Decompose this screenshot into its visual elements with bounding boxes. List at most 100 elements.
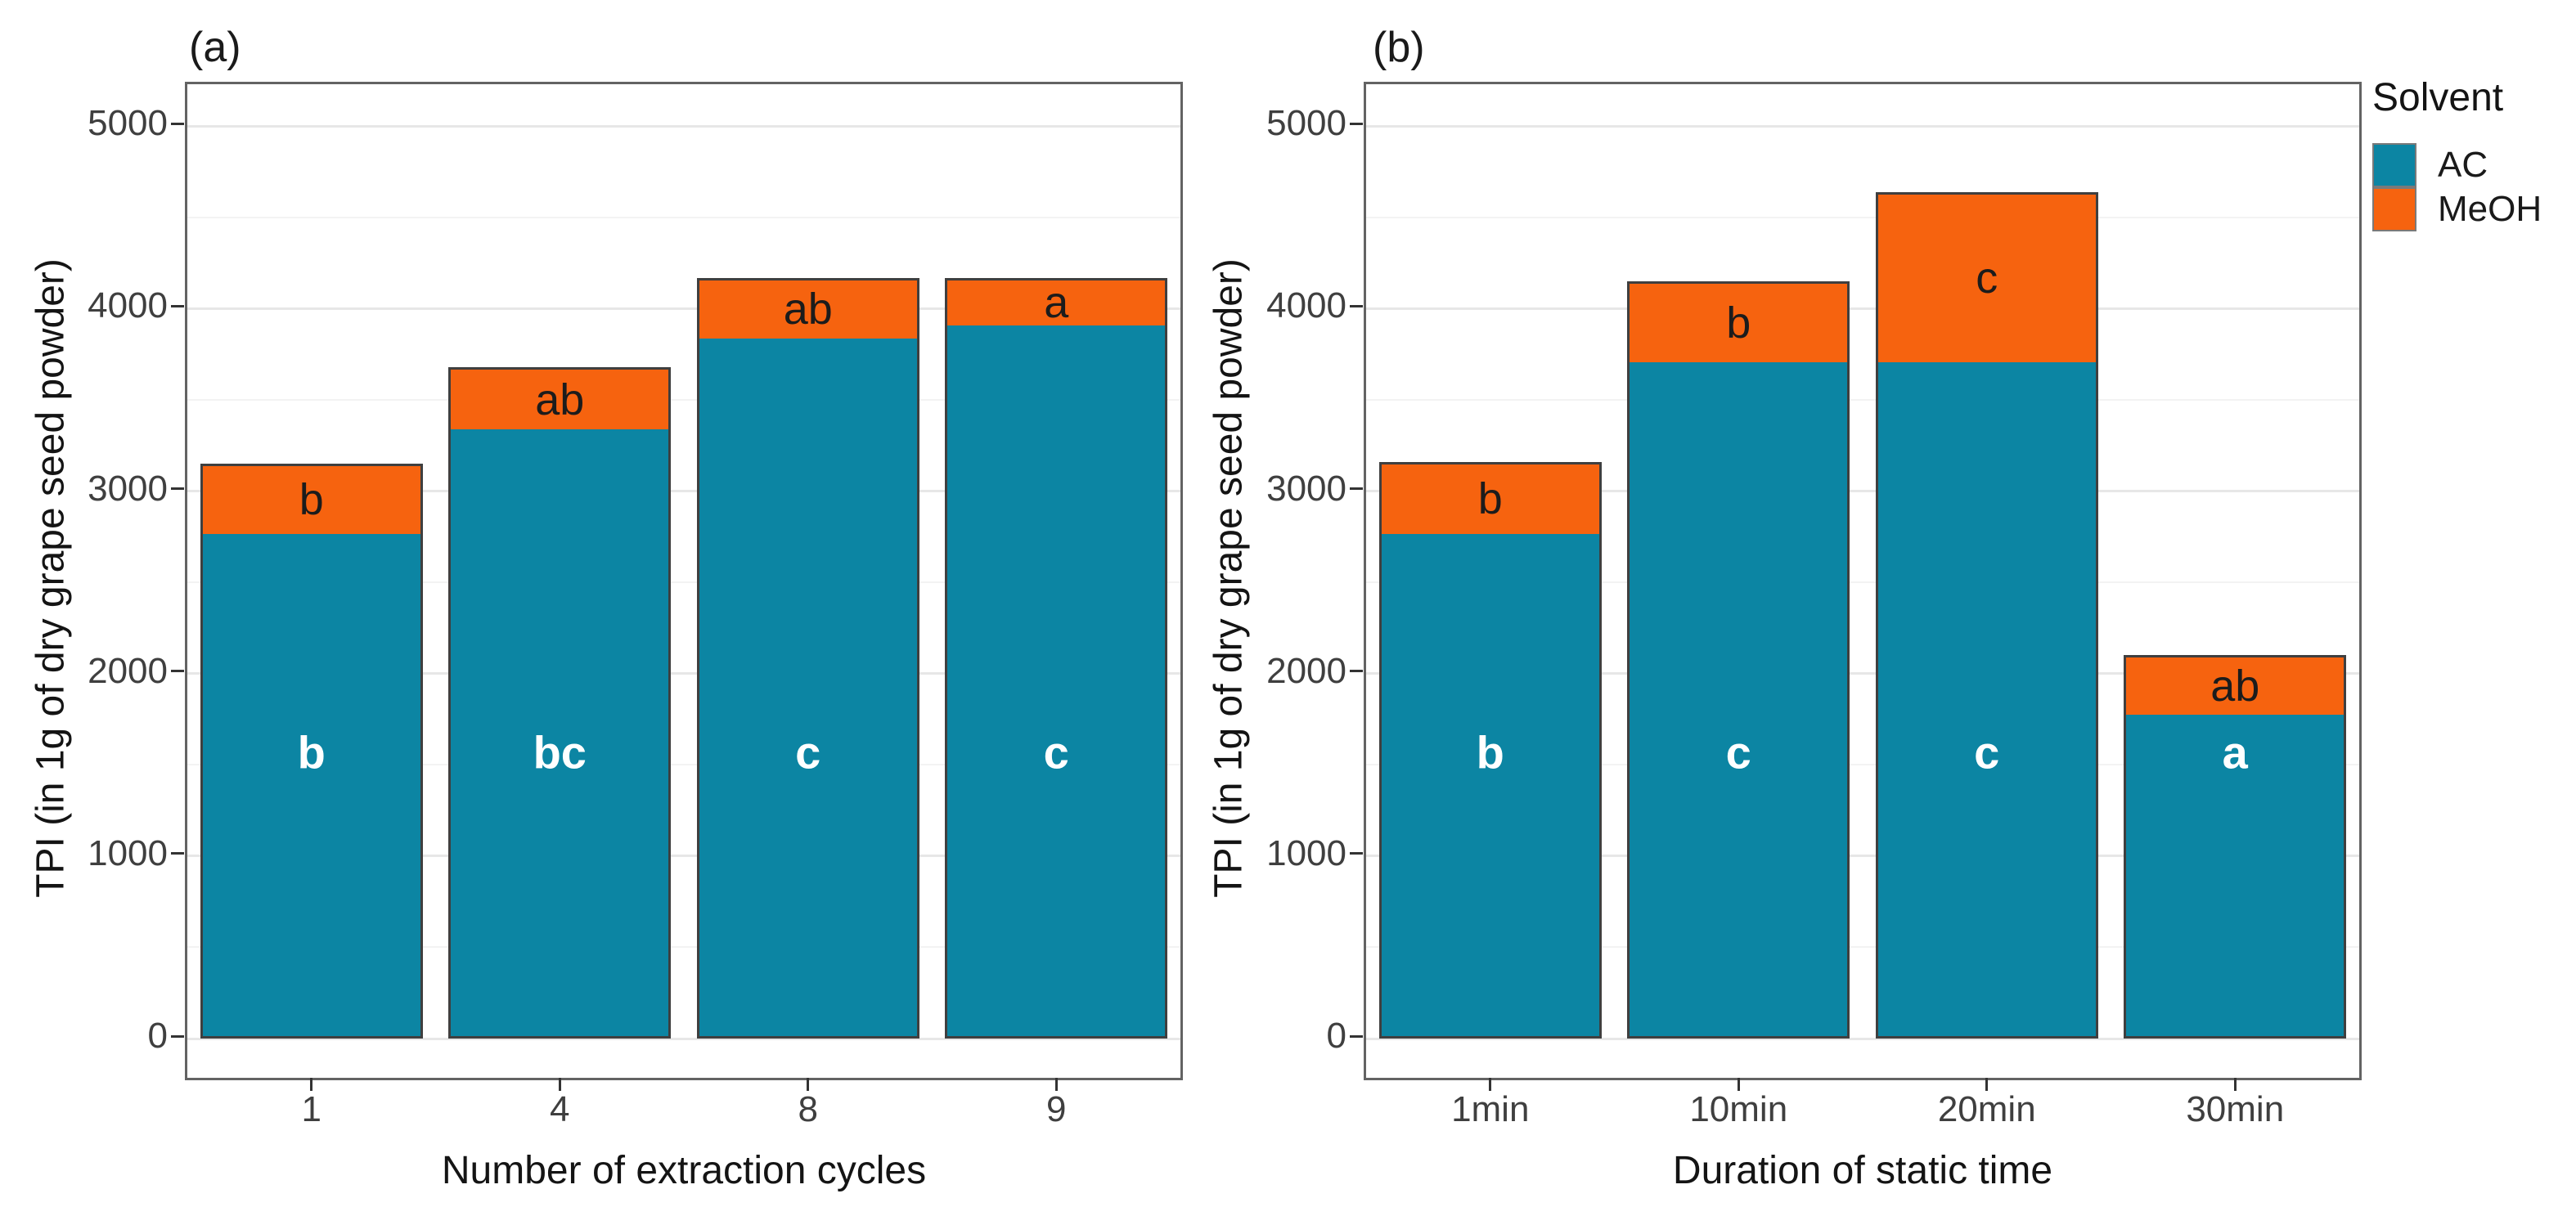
meoh-significance-letter-10min: b	[1726, 298, 1751, 348]
ac-significance-letter-20min: c	[1974, 726, 2000, 779]
bar-segment-meoh-4	[451, 369, 669, 430]
y-tick-label-3000: 3000	[1266, 468, 1346, 509]
x-tick-mark-8	[807, 1078, 810, 1091]
bar-(a)-8: ab c	[696, 277, 919, 1039]
gridline-4000	[187, 307, 1180, 310]
bar-segment-meoh-20min	[1877, 194, 2096, 362]
bar-segment-meoh-30min	[2126, 657, 2344, 715]
ac-significance-letter-10min: c	[1725, 726, 1751, 779]
gridline-5000	[187, 124, 1180, 128]
ac-significance-letter-9: c	[1043, 726, 1069, 779]
y-tick-mark-2000	[1350, 670, 1363, 673]
gridline-2000	[187, 672, 1180, 675]
gridline-5000	[1366, 124, 2359, 128]
gridline-2500	[1366, 581, 2359, 584]
panel-b-y-axis-title: TPI (in 1g of dry grape seed powder)	[1207, 258, 1251, 898]
y-tick-mark-0	[1350, 1034, 1363, 1038]
x-tick-label-20min: 20min	[1937, 1089, 2036, 1129]
y-tick-mark-3000	[1350, 487, 1363, 491]
gridline-3500	[187, 399, 1180, 402]
ac-significance-letter-1min: b	[1476, 726, 1504, 779]
x-tick-mark-10min	[1737, 1078, 1740, 1091]
y-tick-label-1000: 1000	[1266, 832, 1346, 873]
panel-b-plot-area: b b b c c c ab a	[1364, 82, 2362, 1080]
meoh-significance-letter-8: ab	[783, 285, 833, 334]
gridline-3000	[1366, 490, 2359, 493]
ac-significance-letter-30min: a	[2222, 726, 2248, 779]
x-tick-mark-30min	[2233, 1078, 2237, 1091]
y-tick-mark-4000	[171, 304, 184, 307]
y-tick-label-5000: 5000	[88, 103, 168, 144]
gridline-1500	[1366, 764, 2359, 766]
gridline-4500	[1366, 216, 2359, 218]
legend-swatch-meoh-icon	[2372, 187, 2416, 231]
x-tick-label-1: 1	[301, 1089, 321, 1129]
x-tick-label-10min: 10min	[1689, 1089, 1788, 1129]
y-tick-label-1000: 1000	[88, 832, 168, 873]
bar-(b)-30min: ab a	[2124, 655, 2347, 1039]
meoh-significance-letter-4: ab	[535, 375, 585, 424]
y-tick-mark-1000	[171, 852, 184, 855]
y-tick-label-0: 0	[147, 1016, 168, 1057]
legend-title: Solvent	[2372, 76, 2504, 119]
meoh-significance-letter-9: a	[1044, 278, 1069, 328]
x-tick-label-8: 8	[798, 1089, 818, 1129]
gridline-0	[187, 1037, 1180, 1040]
legend-swatch-ac-icon	[2372, 143, 2416, 187]
panel-b-x-axis-title: Duration of static time	[1672, 1149, 2053, 1192]
meoh-significance-letter-30min: ab	[2210, 662, 2260, 711]
y-tick-mark-1000	[1350, 852, 1363, 855]
y-tick-mark-2000	[171, 670, 184, 673]
y-tick-mark-0	[171, 1034, 184, 1038]
bar-segment-meoh-8	[699, 280, 917, 339]
y-tick-mark-5000	[171, 122, 184, 125]
gridline-500	[1366, 946, 2359, 949]
y-tick-mark-4000	[1350, 304, 1363, 307]
gridline-1000	[187, 855, 1180, 858]
gridline-2000	[1366, 672, 2359, 675]
ac-significance-letter-1: b	[297, 726, 326, 779]
gridline-4000	[1366, 307, 2359, 310]
y-tick-mark-3000	[171, 487, 184, 491]
x-tick-label-9: 9	[1046, 1089, 1067, 1129]
panel-a-tag: (a)	[189, 24, 241, 71]
panel-a-x-axis-title: Number of extraction cycles	[441, 1149, 927, 1192]
legend-item-meoh: MeOH	[2372, 187, 2542, 231]
ac-significance-letter-4: bc	[533, 726, 587, 779]
bar-segment-meoh-1	[202, 466, 420, 534]
legend-label-ac: AC	[2438, 145, 2488, 185]
bar-(a)-4: ab bc	[448, 366, 672, 1039]
y-tick-label-5000: 5000	[1266, 103, 1346, 144]
y-tick-label-2000: 2000	[1266, 650, 1346, 691]
panel-b-tag: (b)	[1373, 24, 1425, 71]
y-tick-mark-5000	[1350, 122, 1363, 125]
gridline-2500	[187, 581, 1180, 584]
meoh-significance-letter-1min: b	[1477, 474, 1503, 524]
panel-a-plot-area: b b ab bc ab c a c	[185, 82, 1183, 1080]
x-tick-mark-1min	[1489, 1078, 1492, 1091]
x-tick-mark-4	[558, 1078, 561, 1091]
x-tick-mark-1	[310, 1078, 313, 1091]
legend-label-meoh: MeOH	[2438, 189, 2542, 229]
y-tick-label-3000: 3000	[88, 468, 168, 509]
x-tick-label-30min: 30min	[2186, 1089, 2285, 1129]
y-tick-label-4000: 4000	[88, 285, 168, 326]
panel-a-y-axis-title: TPI (in 1g of dry grape seed powder)	[29, 258, 73, 898]
gridline-500	[187, 946, 1180, 949]
x-tick-label-4: 4	[550, 1089, 570, 1129]
bar-segment-meoh-1min	[1381, 464, 1599, 534]
gridline-4500	[187, 216, 1180, 218]
x-tick-mark-9	[1054, 1078, 1058, 1091]
y-tick-label-4000: 4000	[1266, 285, 1346, 326]
gridline-1000	[1366, 855, 2359, 858]
y-tick-label-0: 0	[1326, 1016, 1346, 1057]
x-tick-mark-20min	[1985, 1078, 1989, 1091]
legend-item-ac: AC	[2372, 143, 2542, 187]
meoh-significance-letter-20min: c	[1976, 254, 1998, 303]
